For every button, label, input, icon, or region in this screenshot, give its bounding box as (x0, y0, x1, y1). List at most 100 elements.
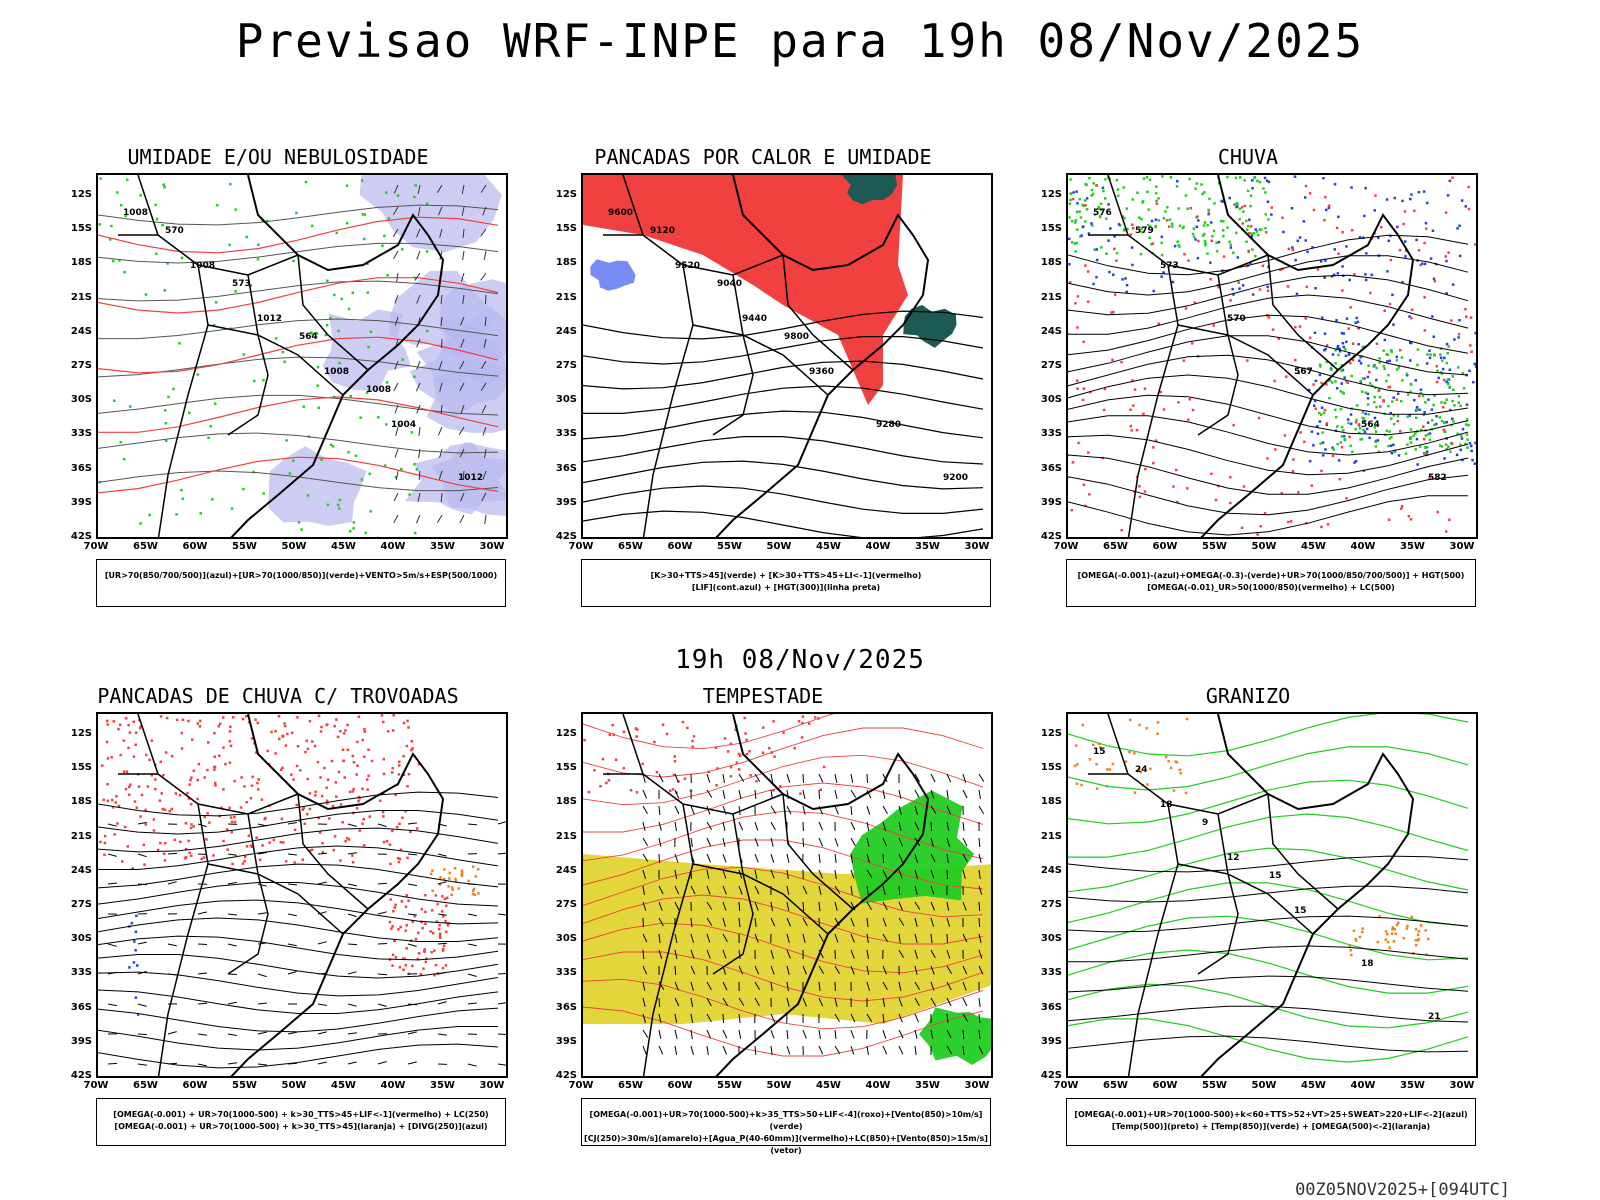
precip-cell (266, 749, 269, 753)
precip-cell (1222, 255, 1226, 258)
precip-cell (391, 925, 394, 928)
precip-cell (131, 867, 134, 870)
precip-cell (1409, 436, 1413, 439)
precip-cell (1358, 935, 1362, 939)
precip-cell (144, 823, 148, 826)
precip-cell (1121, 278, 1124, 281)
precip-cell (128, 793, 131, 796)
forecast-map[interactable]: 9600 9520 9440 9360 9280 9200 9120 9040 9800 (581, 173, 993, 539)
precip-cell (116, 191, 119, 194)
precip-cell (381, 244, 384, 248)
precip-cell (212, 854, 215, 857)
forecast-map[interactable] (581, 712, 993, 1078)
precip-cell (228, 761, 232, 764)
precip-cell (1426, 201, 1429, 205)
wind-vector (786, 853, 790, 863)
longitude-tick-label: 65W (1103, 1080, 1128, 1091)
precip-cell (1246, 359, 1249, 362)
precip-cell (416, 957, 420, 961)
precip-cell (1429, 257, 1433, 260)
precip-cell (1335, 226, 1339, 230)
precip-cell (1409, 382, 1413, 386)
precip-cell (199, 512, 202, 515)
precip-cell (105, 740, 109, 744)
precip-cell (302, 405, 306, 408)
panel-title: UMIDADE E/OU NEBULOSIDADE (127, 145, 429, 169)
wind-vector (167, 852, 178, 855)
precip-cell (362, 818, 365, 821)
precip-cell (103, 841, 107, 845)
wind-vector (287, 943, 297, 947)
wind-vector (415, 514, 421, 524)
precip-cell (206, 768, 209, 772)
precip-cell (283, 360, 286, 363)
precip-cell (1298, 236, 1302, 239)
wind-vector (658, 1045, 664, 1055)
precip-cell (343, 776, 346, 779)
precip-cell (317, 816, 320, 820)
precip-cell (801, 721, 804, 725)
precip-cell (1149, 767, 1152, 771)
latitude-tick-label: 33S (555, 967, 577, 979)
forecast-map[interactable]: 576 573 570 567 564 582 579 (1066, 173, 1478, 539)
wind-vector (946, 917, 951, 927)
wind-vector (167, 1062, 178, 1065)
longitude-tick-label: 30W (479, 1080, 505, 1091)
wind-vector (866, 1013, 873, 1022)
precip-cell (1395, 355, 1398, 359)
precip-cell (1348, 944, 1352, 947)
precip-cell (1382, 399, 1385, 402)
precip-cell (243, 855, 247, 859)
precip-cell (1366, 392, 1370, 396)
precip-cell (1310, 484, 1314, 487)
precip-cell (261, 844, 264, 847)
precip-cell (1416, 463, 1419, 466)
precip-cell (1229, 246, 1233, 249)
precip-cell (357, 715, 361, 718)
precip-cell (1213, 202, 1216, 205)
wind-vector (107, 971, 117, 975)
precip-cell (1410, 193, 1413, 196)
forecast-map[interactable]: 15 18 12 15 18 21 24 9 15 (1066, 712, 1478, 1078)
precip-cell (1109, 227, 1112, 230)
precip-cell (404, 964, 407, 967)
precip-cell (1457, 395, 1461, 398)
forecast-map[interactable] (96, 712, 508, 1078)
precip-cell (1361, 927, 1364, 930)
precip-cell (335, 795, 338, 798)
wind-vector (467, 973, 477, 977)
precip-cell (1444, 211, 1448, 214)
country-border (732, 274, 829, 396)
precip-cell (583, 738, 586, 742)
wind-vector (462, 294, 465, 304)
precip-cell (1416, 363, 1419, 367)
longitude-tick-label: 55W (717, 541, 742, 552)
wind-vector (137, 1003, 147, 1007)
wind-vector (394, 360, 399, 370)
forecast-map[interactable]: 1008 1008 1012 1008 1004 1012 570 573 564 1008 (96, 173, 508, 539)
contour-line (1068, 374, 1469, 415)
precip-cell (1476, 379, 1478, 382)
precip-cell (1071, 461, 1075, 464)
precip-cell (1424, 221, 1428, 225)
precip-cell (1186, 207, 1189, 210)
contour-line (98, 899, 499, 925)
wind-vector (460, 316, 465, 326)
precip-cell (1074, 250, 1077, 253)
precip-cell (326, 802, 329, 805)
precip-cell (1330, 381, 1334, 384)
precip-cell (1425, 446, 1429, 449)
precip-cell (1319, 442, 1322, 445)
contour-line (98, 971, 499, 997)
precip-cell (103, 834, 107, 838)
precip-cell (233, 820, 237, 824)
wind-vector (770, 949, 774, 959)
wind-vector (722, 1013, 724, 1024)
precip-cell (346, 837, 349, 840)
precip-cell (1175, 468, 1178, 472)
wind-vector (914, 965, 918, 975)
country-border (642, 264, 694, 537)
precip-cell (349, 530, 352, 533)
precip-cell (170, 807, 173, 811)
precip-cell (1385, 198, 1389, 201)
